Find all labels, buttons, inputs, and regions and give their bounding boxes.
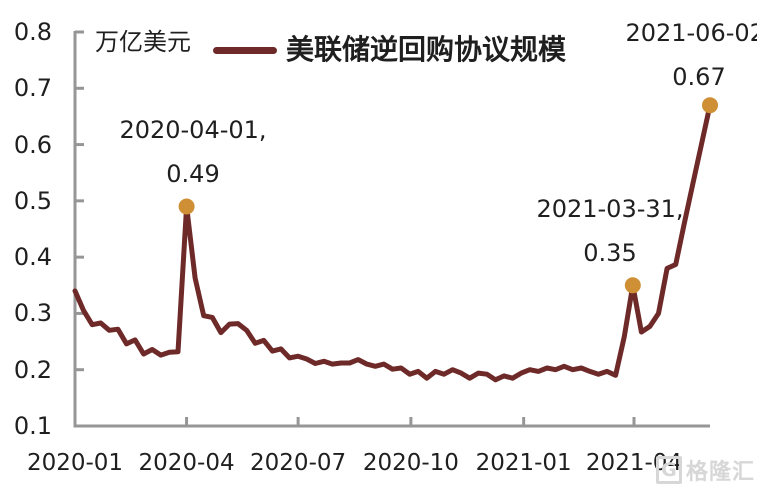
annotation-2020-04-01: 2020-04-01, 0.49 [119,108,266,196]
y-tick-label: 0.2 [13,355,52,384]
y-tick-label: 0.5 [13,186,52,215]
series-line [72,102,713,383]
legend-line-swatch [213,46,277,54]
gelonghui-watermark: G 格隆汇 [655,454,755,486]
y-tick-label: 0.3 [13,299,52,328]
annotation-date: 2020-04-01, [119,116,267,144]
annotation-2021-03-31: 2021-03-31, 0.35 [536,187,683,275]
y-tick-label: 0.8 [13,18,52,46]
gelonghui-watermark-text: 格隆汇 [685,460,755,485]
y-tick-label: 0.1 [13,412,52,440]
gelonghui-logo-icon: G [655,456,682,484]
data-point-marker [178,198,195,215]
y-tick-label: 0.6 [13,130,52,159]
data-point-marker [624,277,641,294]
x-tick-label: 2021-01 [475,450,572,476]
chart-legend: 美联储逆回购协议规模 [213,33,566,67]
data-point-marker [702,97,718,114]
y-tick-label: 0.7 [13,74,52,103]
x-tick-label: 2020-01 [26,450,124,476]
annotation-value: 0.67 [672,63,726,91]
annotation-date: 2021-03-31, [536,195,684,223]
y-tick-label: 0.4 [13,243,52,272]
axis-ticks [73,30,636,428]
x-tick-label: 2020-04 [138,450,235,476]
x-tick-label: 2021-04 [585,450,683,476]
data-point-markers [178,97,718,294]
annotation-value: 0.49 [166,160,220,188]
x-tick-label: 2020-07 [250,450,347,476]
legend-series-label: 美联储逆回购协议规模 [286,33,567,66]
annotation-value: 0.35 [583,239,637,267]
annotation-date: 2021-06-02, [625,19,757,47]
x-tick-label: 2020-10 [362,450,459,476]
y-axis-unit-label: 万亿美元 [95,28,191,56]
annotation-2021-06-02: 2021-06-02, 0.67 [625,11,757,99]
